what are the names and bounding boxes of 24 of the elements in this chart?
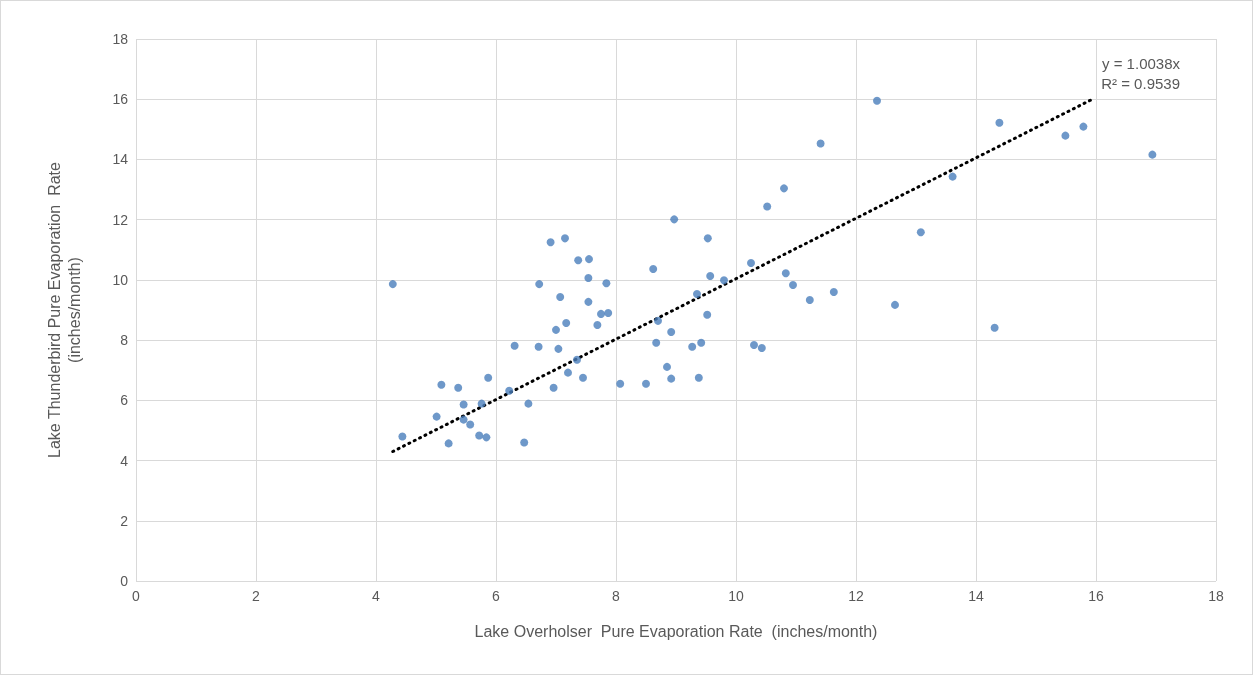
y-tick-label: 2 [120,512,129,529]
y-tick-label: 8 [120,332,129,349]
x-tick-label: 8 [612,588,621,604]
y-tick-label: 18 [112,31,129,47]
x-tick-label: 16 [1088,588,1104,604]
x-tick-label: 10 [728,588,744,604]
x-tick-label: 6 [492,588,501,604]
y-tick-label: 14 [112,151,129,168]
y-tick-label: 12 [112,211,129,228]
x-tick-label: 18 [1208,588,1224,604]
y-tick-label: 6 [120,392,129,409]
y-axis-title: Lake Thunderbird Pure Evaporation Rate (inches/month) [45,161,83,458]
x-tick-label: 14 [968,588,984,604]
y-tick-label: 16 [112,91,129,108]
y-tick-label: 0 [120,573,129,589]
x-tick-label: 4 [372,588,381,604]
y-tick-label: 4 [120,452,129,469]
y-tick-label: 10 [112,271,129,288]
x-tick-label: 0 [132,588,141,604]
annotation: R² = 0.9539 [1101,75,1181,92]
x-axis-title: Lake Overholser Pure Evaporation Rate (inches/month) [474,622,878,640]
x-tick-label: 12 [848,588,864,604]
x-tick-label: 2 [252,588,261,604]
annotation: y = 1.0038x [1102,55,1181,72]
